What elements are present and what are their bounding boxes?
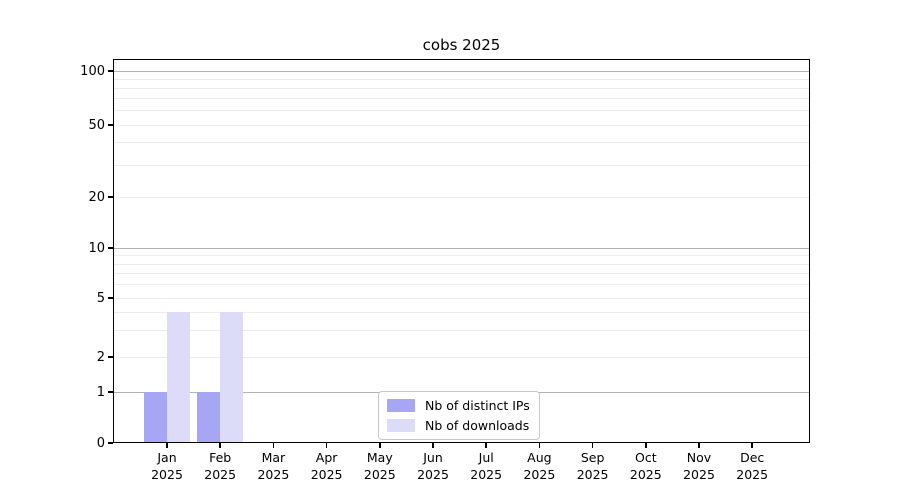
gridline-minor bbox=[113, 164, 810, 166]
x-tick-mark bbox=[698, 443, 700, 448]
x-tick-mark bbox=[751, 443, 753, 448]
y-tick-label: 50 bbox=[88, 117, 105, 133]
x-tick-label: Apr 2025 bbox=[310, 450, 343, 482]
gridline-major bbox=[113, 70, 810, 72]
x-tick-label: Nov 2025 bbox=[683, 450, 715, 482]
x-tick-mark bbox=[591, 443, 594, 448]
legend: Nb of distinct IPs Nb of downloads bbox=[378, 391, 540, 440]
gridline-minor bbox=[113, 284, 810, 286]
gridline-minor bbox=[113, 297, 810, 299]
legend-label-downloads: Nb of downloads bbox=[425, 418, 530, 433]
legend-item-downloads: Nb of downloads bbox=[387, 418, 530, 433]
y-tick-label: 5 bbox=[96, 290, 105, 306]
gridline-minor bbox=[113, 273, 810, 275]
gridline-minor bbox=[113, 142, 810, 144]
y-tick-label: 1 bbox=[96, 384, 105, 400]
plot-area: 0 1 2 5 10 20 50 100 Jan 2025 Feb 2025 Mar 2025 Apr… bbox=[80, 59, 810, 482]
y-tick-label: 2 bbox=[96, 349, 105, 365]
x-tick-label: Jul 2025 bbox=[470, 450, 503, 482]
x-tick-label: Aug 2025 bbox=[523, 450, 556, 482]
gridline-minor bbox=[113, 311, 810, 313]
legend-swatch-downloads bbox=[387, 419, 415, 432]
x-tick-label: Mar 2025 bbox=[257, 450, 290, 482]
x-tick-label: Jun 2025 bbox=[417, 450, 449, 482]
y-tick-mark bbox=[108, 124, 113, 126]
y-tick-label: 10 bbox=[88, 240, 105, 256]
gridline-minor bbox=[113, 78, 810, 80]
gridline-major bbox=[113, 247, 810, 249]
gridline-minor bbox=[113, 263, 810, 265]
y-tick-mark bbox=[108, 70, 113, 72]
gridline-minor bbox=[113, 356, 810, 358]
x-tick-label: Oct 2025 bbox=[629, 450, 662, 482]
x-tick-mark bbox=[325, 443, 328, 448]
y-tick-mark bbox=[108, 196, 113, 198]
y-tick-mark bbox=[108, 356, 113, 358]
bar-nb-of-downloads bbox=[167, 312, 190, 443]
legend-item-distinct-ips: Nb of distinct IPs bbox=[387, 398, 530, 413]
x-tick-label: Dec 2025 bbox=[736, 450, 769, 482]
x-tick-mark bbox=[219, 443, 221, 448]
x-tick-label: Jan 2025 bbox=[151, 450, 183, 482]
y-tick-mark bbox=[108, 391, 113, 393]
gridline-minor bbox=[113, 124, 810, 126]
x-tick-mark bbox=[538, 443, 541, 448]
y-tick-mark bbox=[108, 247, 113, 249]
gridline-minor bbox=[113, 196, 810, 198]
legend-swatch-distinct-ips bbox=[387, 399, 415, 412]
x-tick-label: May 2025 bbox=[363, 450, 396, 482]
legend-label-distinct-ips: Nb of distinct IPs bbox=[425, 398, 530, 413]
y-tick-label: 0 bbox=[96, 435, 105, 451]
y-tick-mark bbox=[108, 442, 113, 444]
x-tick-label: Feb 2025 bbox=[204, 450, 237, 482]
y-tick-mark bbox=[108, 297, 113, 299]
y-tick-label: 100 bbox=[80, 63, 105, 79]
x-tick-mark bbox=[485, 443, 487, 448]
gridline-minor bbox=[113, 110, 810, 112]
x-tick-mark bbox=[432, 443, 434, 448]
gridline-minor bbox=[113, 330, 810, 332]
x-tick-mark bbox=[379, 443, 381, 448]
y-tick-label: 20 bbox=[88, 189, 105, 205]
gridline-minor bbox=[113, 255, 810, 257]
x-tick-mark bbox=[166, 443, 168, 448]
gridline-minor bbox=[113, 87, 810, 89]
bar-nb-of-distinct-ips bbox=[144, 392, 167, 443]
bar-nb-of-downloads bbox=[220, 312, 244, 443]
x-tick-mark bbox=[645, 443, 647, 448]
chart-title: cobs 2025 bbox=[422, 36, 501, 54]
bar-nb-of-distinct-ips bbox=[197, 392, 221, 443]
x-tick-label: Sep 2025 bbox=[576, 450, 609, 482]
gridline-minor bbox=[113, 98, 810, 100]
x-tick-mark bbox=[272, 443, 275, 448]
